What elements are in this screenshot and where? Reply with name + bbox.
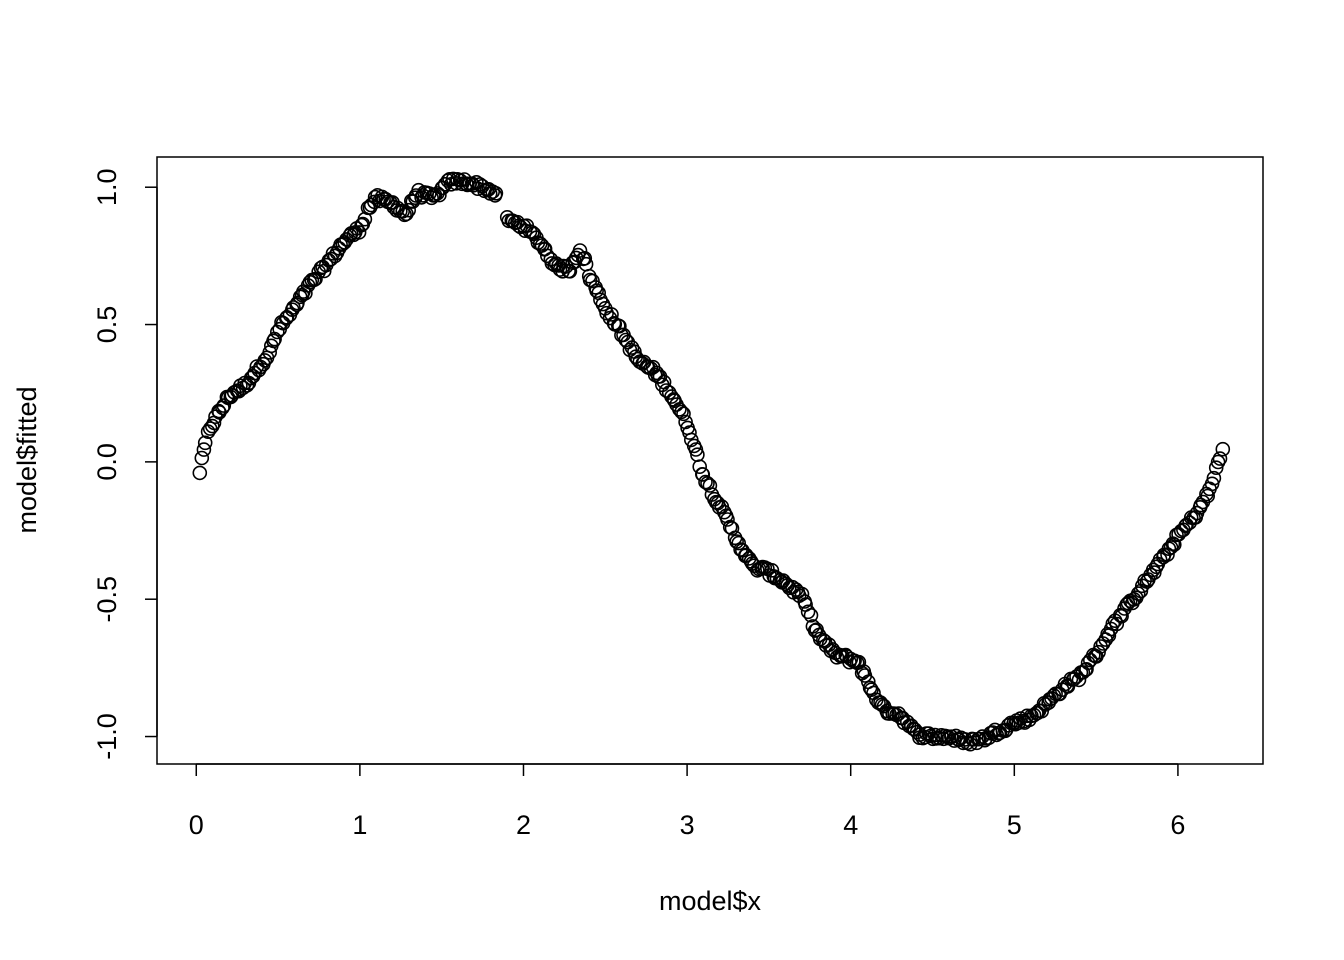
data-point — [803, 607, 819, 623]
data-point — [612, 318, 627, 334]
data-point — [695, 467, 711, 482]
x-tick-label: 3 — [680, 810, 695, 840]
data-point — [674, 404, 689, 420]
y-axis: -1.0 -0.5 0.0 0.5 1.0 — [92, 168, 158, 760]
data-point — [1071, 672, 1087, 688]
data-point — [378, 191, 394, 207]
data-point — [1044, 691, 1059, 706]
data-point — [286, 300, 301, 315]
data-point — [196, 442, 212, 457]
data-point — [279, 309, 295, 325]
data-point — [445, 171, 461, 187]
y-tick-label: 1.0 — [92, 168, 122, 206]
data-point — [1013, 711, 1028, 726]
data-point — [197, 435, 213, 451]
data-point — [1026, 707, 1042, 723]
data-point — [702, 478, 718, 493]
data-point — [1212, 451, 1228, 466]
data-point — [1167, 537, 1182, 552]
data-point — [943, 729, 959, 745]
x-axis-title: model$x — [659, 886, 762, 916]
x-tick-label: 4 — [843, 810, 858, 840]
data-point — [488, 186, 504, 201]
data-point — [192, 465, 208, 481]
y-tick-label: 0.0 — [92, 443, 122, 481]
data-point — [351, 225, 367, 240]
data-point — [672, 402, 687, 417]
x-tick-label: 6 — [1170, 810, 1185, 840]
data-point — [243, 370, 259, 386]
data-point — [764, 562, 780, 578]
data-point — [577, 250, 593, 266]
x-tick-label: 1 — [352, 810, 367, 840]
plot-area-box — [156, 156, 1264, 765]
data-point — [604, 307, 619, 322]
data-point — [1206, 470, 1222, 486]
data-point — [1215, 441, 1231, 457]
data-point — [966, 731, 981, 747]
data-point — [585, 273, 600, 289]
y-tick-label: -0.5 — [92, 576, 122, 623]
data-point — [972, 731, 987, 747]
data-point — [572, 243, 588, 258]
data-point — [664, 389, 679, 404]
data-point — [851, 654, 867, 670]
data-point — [216, 398, 232, 413]
data-point — [800, 604, 816, 620]
y-tick-label: -1.0 — [92, 713, 122, 760]
data-point — [562, 263, 578, 279]
y-axis-title: model$fitted — [12, 386, 42, 533]
data-point — [335, 236, 351, 252]
data-point — [720, 512, 735, 527]
data-point — [194, 450, 210, 466]
data-point — [1109, 616, 1125, 632]
data-point — [327, 248, 343, 264]
data-point — [401, 202, 417, 218]
data-point — [437, 177, 453, 192]
data-point — [731, 535, 747, 551]
x-axis: 0 1 2 3 4 5 6 — [189, 763, 1185, 840]
data-point — [589, 283, 604, 299]
data-point — [1147, 565, 1162, 580]
data-point — [692, 459, 708, 475]
data-point — [1152, 552, 1168, 567]
data-point — [630, 351, 645, 367]
data-point — [1119, 597, 1134, 612]
data-point — [290, 295, 305, 311]
data-point — [698, 474, 713, 490]
data-point — [1204, 476, 1220, 492]
y-tick-label: 0.5 — [92, 306, 122, 344]
data-point — [399, 206, 414, 222]
data-points — [192, 171, 1231, 752]
data-point — [1208, 460, 1224, 476]
data-point — [435, 180, 450, 196]
data-point — [257, 353, 273, 368]
data-point — [367, 189, 383, 205]
x-tick-label: 5 — [1007, 810, 1022, 840]
data-point — [676, 406, 691, 422]
data-point — [1130, 586, 1146, 601]
data-point — [707, 491, 722, 507]
data-point — [682, 425, 697, 440]
data-point — [1079, 661, 1094, 677]
data-point — [794, 586, 810, 602]
data-point — [724, 521, 740, 536]
data-point — [555, 263, 570, 279]
data-point — [678, 414, 693, 430]
x-tick-label: 2 — [516, 810, 531, 840]
data-point — [539, 248, 555, 264]
x-tick-label: 0 — [189, 810, 204, 840]
